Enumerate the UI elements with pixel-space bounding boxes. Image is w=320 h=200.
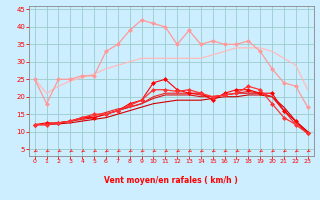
X-axis label: Vent moyen/en rafales ( km/h ): Vent moyen/en rafales ( km/h ) (104, 176, 238, 185)
